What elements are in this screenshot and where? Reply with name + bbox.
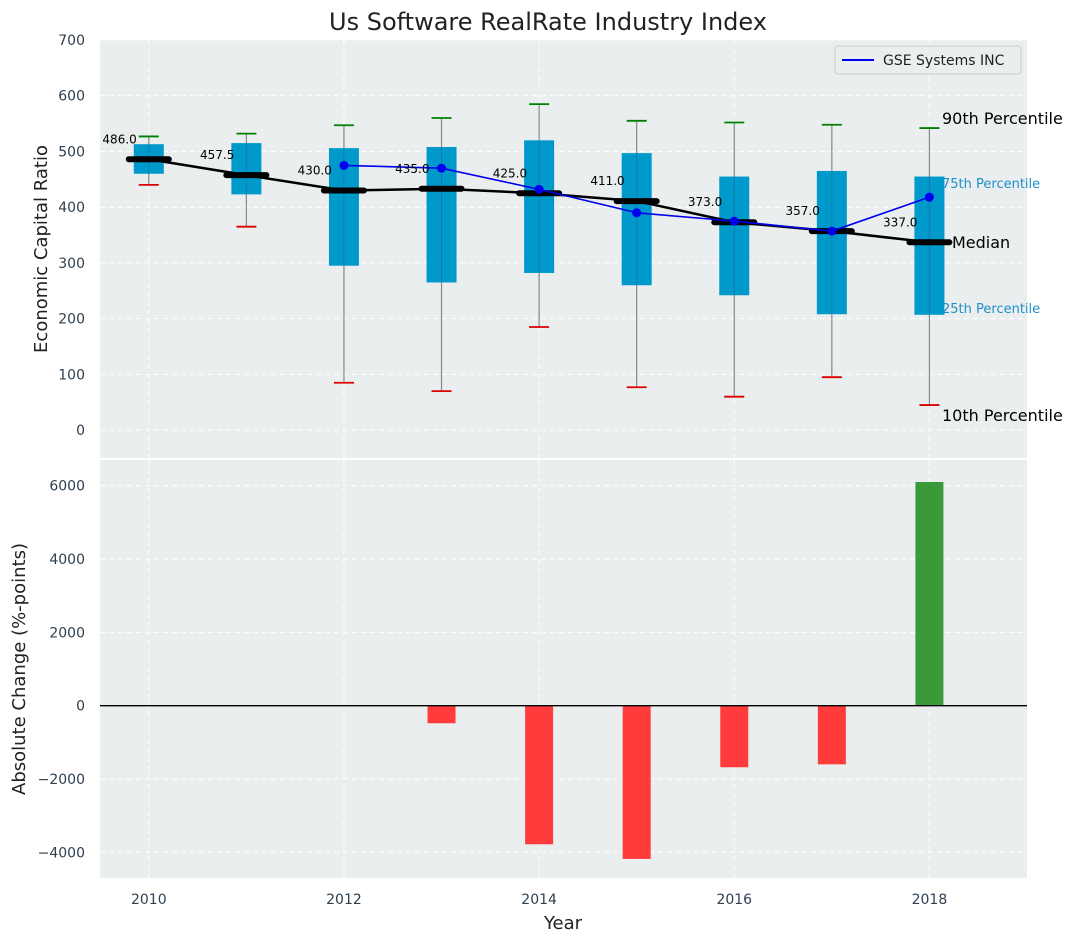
company-point-2016 xyxy=(729,216,739,226)
top-y-tick-label: 500 xyxy=(58,144,85,160)
median-labels: 486.0 457.5 430.0 435.0 425.0 411.0 373.0 357.0… xyxy=(102,132,917,229)
change-bar-2015 xyxy=(622,705,651,859)
box-2010 xyxy=(125,135,172,186)
change-bar-2014 xyxy=(525,705,554,845)
annotation-90th: 90th Percentile xyxy=(942,109,1063,128)
bottom-plot-area xyxy=(100,460,1027,878)
median-label-2018: 337.0 xyxy=(883,215,917,229)
top-y-ticks: 0 100 200 300 400 500 600 700 xyxy=(58,33,85,439)
median-label-2015: 411.0 xyxy=(590,174,624,188)
x-axis-label: Year xyxy=(543,913,583,934)
bottom-x-ticks: 2010 2012 2014 2016 2018 xyxy=(131,892,947,908)
box-2016 xyxy=(711,121,758,398)
box-2015 xyxy=(613,119,660,389)
top-plot-area xyxy=(100,40,1027,458)
legend-entry-company: GSE Systems INC xyxy=(883,53,1005,69)
x-tick-label: 2012 xyxy=(326,892,362,908)
change-bar-2018 xyxy=(915,482,944,706)
median-label-2017: 357.0 xyxy=(785,204,819,218)
top-y-tick-label: 0 xyxy=(76,423,85,439)
annotation-median: Median xyxy=(952,233,1010,252)
change-bar-2017 xyxy=(817,705,846,765)
chart-title: Us Software RealRate Industry Index xyxy=(329,8,767,36)
annotation-25th: 25th Percentile xyxy=(942,302,1040,317)
company-point-2015 xyxy=(632,208,642,218)
top-y-tick-label: 300 xyxy=(58,256,85,272)
company-point-2012 xyxy=(339,160,349,170)
company-point-2018 xyxy=(924,192,934,202)
legend: GSE Systems INC xyxy=(834,45,1022,75)
change-bar-2013 xyxy=(427,705,456,724)
company-point-2013 xyxy=(437,163,447,173)
x-tick-label: 2010 xyxy=(131,892,167,908)
company-series xyxy=(339,160,934,236)
bottom-y-tick-label: 4000 xyxy=(49,552,85,568)
median-label-2014: 425.0 xyxy=(493,166,527,180)
annotation-10th: 10th Percentile xyxy=(942,406,1063,425)
top-y-tick-label: 600 xyxy=(58,89,85,105)
change-bars xyxy=(427,482,944,859)
median-label-2012: 430.0 xyxy=(298,163,332,177)
top-y-tick-label: 700 xyxy=(58,33,85,49)
bottom-y-tick-label: −4000 xyxy=(38,845,85,861)
median-label-2010: 486.0 xyxy=(102,132,136,146)
bottom-y-tick-label: −2000 xyxy=(38,772,85,788)
top-y-axis-label: Economic Capital Ratio xyxy=(31,145,52,353)
top-y-tick-label: 400 xyxy=(58,200,85,216)
median-label-2016: 373.0 xyxy=(688,195,722,209)
x-tick-label: 2018 xyxy=(912,892,948,908)
box-2011 xyxy=(223,132,270,228)
legend-box xyxy=(834,45,1022,75)
annotation-75th: 75th Percentile xyxy=(942,177,1040,192)
x-tick-label: 2016 xyxy=(716,892,752,908)
bottom-y-tick-label: 0 xyxy=(76,699,85,715)
median-label-2013: 435.0 xyxy=(395,162,429,176)
top-y-tick-label: 200 xyxy=(58,312,85,328)
bottom-y-tick-label: 6000 xyxy=(49,479,85,495)
bottom-y-axis-label: Absolute Change (%-points) xyxy=(9,543,30,795)
median-label-2011: 457.5 xyxy=(200,148,234,162)
top-y-tick-label: 100 xyxy=(58,367,85,383)
company-point-2014 xyxy=(534,184,544,194)
company-point-2017 xyxy=(827,226,837,236)
change-bar-2016 xyxy=(720,705,749,768)
bottom-y-tick-label: 2000 xyxy=(49,625,85,641)
x-tick-label: 2014 xyxy=(521,892,557,908)
bottom-y-ticks: −4000 −2000 0 2000 4000 6000 xyxy=(38,479,85,862)
